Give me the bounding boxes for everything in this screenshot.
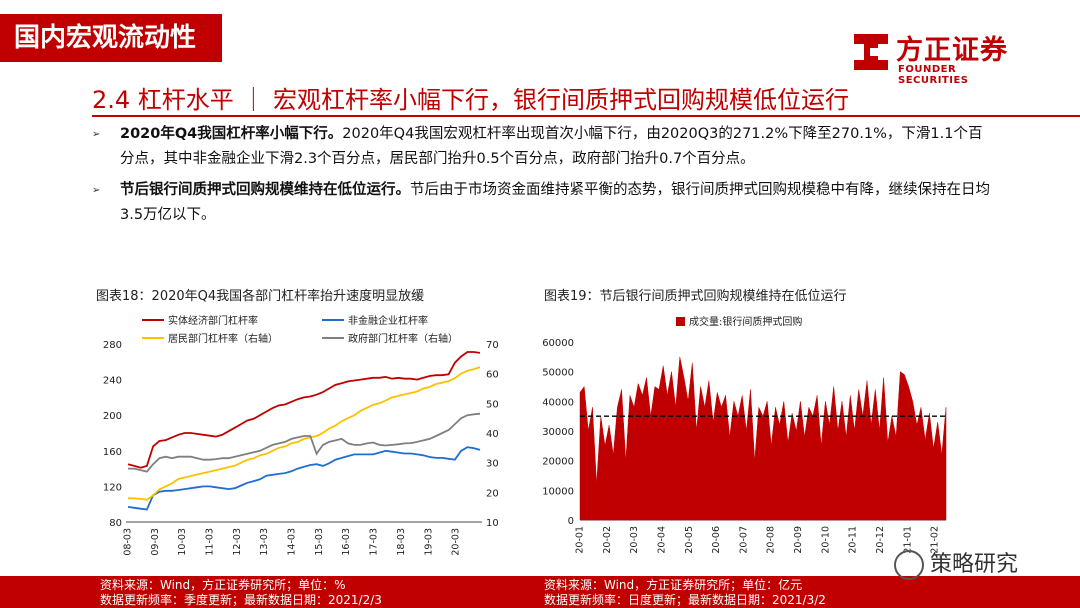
y-right-tick-label: 50 <box>486 399 499 410</box>
bullet-item-1: ➢ 2020年Q4我国杠杆率小幅下行。2020年Q4我国宏观杠杆率出现首次小幅下… <box>92 122 992 172</box>
bullet-1-bold: 2020年Q4我国杠杆率小幅下行。 <box>120 126 343 142</box>
y-left-tick-label: 160 <box>103 447 122 458</box>
company-logo: 方正证券 FOUNDER SECURITIES <box>838 26 1028 86</box>
x-tick-label: 17-03 <box>369 528 380 556</box>
legend-label-2: 居民部门杠杆率（右轴） <box>168 332 278 345</box>
x-tick-label: 14-03 <box>287 528 298 556</box>
y-left-tick-label: 280 <box>103 340 122 351</box>
section-tag: 国内宏观流动性 <box>0 14 222 62</box>
bullet-arrow-icon: ➢ <box>92 185 101 196</box>
x-tick-label: 20-04 <box>656 526 667 554</box>
x-tick-label: 12-03 <box>232 528 243 556</box>
series-line-0 <box>127 351 481 469</box>
figure18-source: 资料来源：Wind，方正证券研究所；单位：% <box>100 578 346 592</box>
x-tick-label: 20-11 <box>848 526 859 554</box>
y-tick-label: 20000 <box>542 457 574 468</box>
series-line-3 <box>128 412 481 473</box>
figure18-update: 数据更新频率：季度更新；最新数据日期：2021/2/3 <box>100 593 382 607</box>
x-tick-label: 20-08 <box>766 526 777 554</box>
legend-label-0: 实体经济部门杠杆率 <box>168 314 258 327</box>
figure18-chart: 80 120 160 200 240 280 10 20 30 40 50 60 70 08-03 09-0… <box>103 314 499 556</box>
x-tick-label: 09-03 <box>150 528 161 556</box>
x-tick-label: 16-03 <box>341 528 352 556</box>
x-tick-label: 15-03 <box>314 528 325 556</box>
x-tick-label: 20-01 <box>575 526 586 554</box>
y-right-tick-label: 30 <box>486 459 499 470</box>
y-tick-label: 40000 <box>542 397 574 408</box>
x-tick-label: 21-02 <box>930 526 941 554</box>
x-tick-label: 20-06 <box>711 526 722 554</box>
series-line-2 <box>128 366 481 501</box>
y-left-tick-label: 200 <box>103 411 122 422</box>
y-right-tick-label: 70 <box>486 340 499 351</box>
x-tick-label: 20-09 <box>793 526 804 554</box>
series-line-1 <box>127 446 481 511</box>
legend-swatch <box>676 317 685 326</box>
x-tick-label: 18-03 <box>396 528 407 556</box>
y-left-tick-label: 240 <box>103 376 122 387</box>
watermark-text: 策略研究 <box>930 552 1019 577</box>
watermark: 策略研究 <box>894 546 1018 580</box>
wechat-icon <box>894 550 924 580</box>
y-right-tick-label: 60 <box>486 370 499 381</box>
figure19-update: 数据更新频率：日度更新；最新数据日期：2021/3/2 <box>544 593 826 607</box>
x-tick-label: 08-03 <box>123 528 134 556</box>
y-tick-label: 30000 <box>542 427 574 438</box>
bullet-1-text: 2020年Q4我国宏观杠杆率出现首次小幅下行，由2020Q3的271.2%下降至… <box>120 126 983 167</box>
figure19-source: 资料来源：Wind，方正证券研究所；单位：亿元 <box>544 578 803 592</box>
y-right-tick-label: 20 <box>486 488 499 499</box>
y-tick-label: 60000 <box>542 338 574 349</box>
heading-divider <box>92 115 1080 117</box>
x-tick-label: 19-03 <box>423 528 434 556</box>
figure19-title: 图表19：节后银行间质押式回购规模维持在低位运行 <box>544 289 847 304</box>
x-tick-label: 10-03 <box>177 528 188 556</box>
x-tick-label: 20-10 <box>820 526 831 554</box>
x-tick-label: 21-01 <box>902 526 913 554</box>
y-right-tick-label: 10 <box>486 518 499 529</box>
page-heading: 2.4 杠杆水平 ｜ 宏观杠杆率小幅下行，银行间质押式回购规模低位运行 <box>92 86 850 114</box>
legend-label: 成交量:银行间质押式回购 <box>689 315 802 328</box>
bullet-item-2: ➢ 节后银行间质押式回购规模维持在低位运行。节后由于市场资金面维持紧平衡的态势，… <box>92 178 992 228</box>
y-tick-label: 50000 <box>542 368 574 379</box>
x-tick-label: 20-03 <box>629 526 640 554</box>
figure19-chart: 0 10000 20000 30000 40000 50000 60000 20-01 20-0… <box>542 315 947 554</box>
y-left-tick-label: 80 <box>109 518 122 529</box>
series-area <box>579 356 947 521</box>
legend-label-3: 政府部门杠杆率（右轴） <box>348 332 458 345</box>
bullet-2-text: 节后由于市场资金面维持紧平衡的态势，银行间质押式回购规模稳中有降，继续保持在日均… <box>120 182 990 223</box>
y-tick-label: 0 <box>568 516 574 527</box>
y-tick-label: 10000 <box>542 486 574 497</box>
logo-en-text: FOUNDER SECURITIES <box>898 64 969 86</box>
logo-cn-text: 方正证券 <box>896 35 1008 66</box>
footer-bar <box>0 576 1080 608</box>
x-tick-label: 11-03 <box>205 528 216 556</box>
y-right-tick-label: 40 <box>486 429 499 440</box>
x-tick-label: 20-05 <box>684 526 695 554</box>
bullet-arrow-icon: ➢ <box>92 129 101 140</box>
x-tick-label: 13-03 <box>259 528 270 556</box>
x-tick-label: 20-02 <box>602 526 613 554</box>
bullet-2-bold: 节后银行间质押式回购规模维持在低位运行。 <box>120 182 410 198</box>
legend-label-1: 非金融企业杠杆率 <box>348 314 428 327</box>
figure18-title: 图表18：2020年Q4我国各部门杠杆率抬升速度明显放缓 <box>96 289 425 304</box>
logo-mark-icon <box>854 34 888 70</box>
y-left-tick-label: 120 <box>103 482 122 493</box>
x-tick-label: 20-03 <box>451 528 462 556</box>
x-tick-label: 20-07 <box>738 526 749 554</box>
x-tick-label: 20-12 <box>875 526 886 554</box>
